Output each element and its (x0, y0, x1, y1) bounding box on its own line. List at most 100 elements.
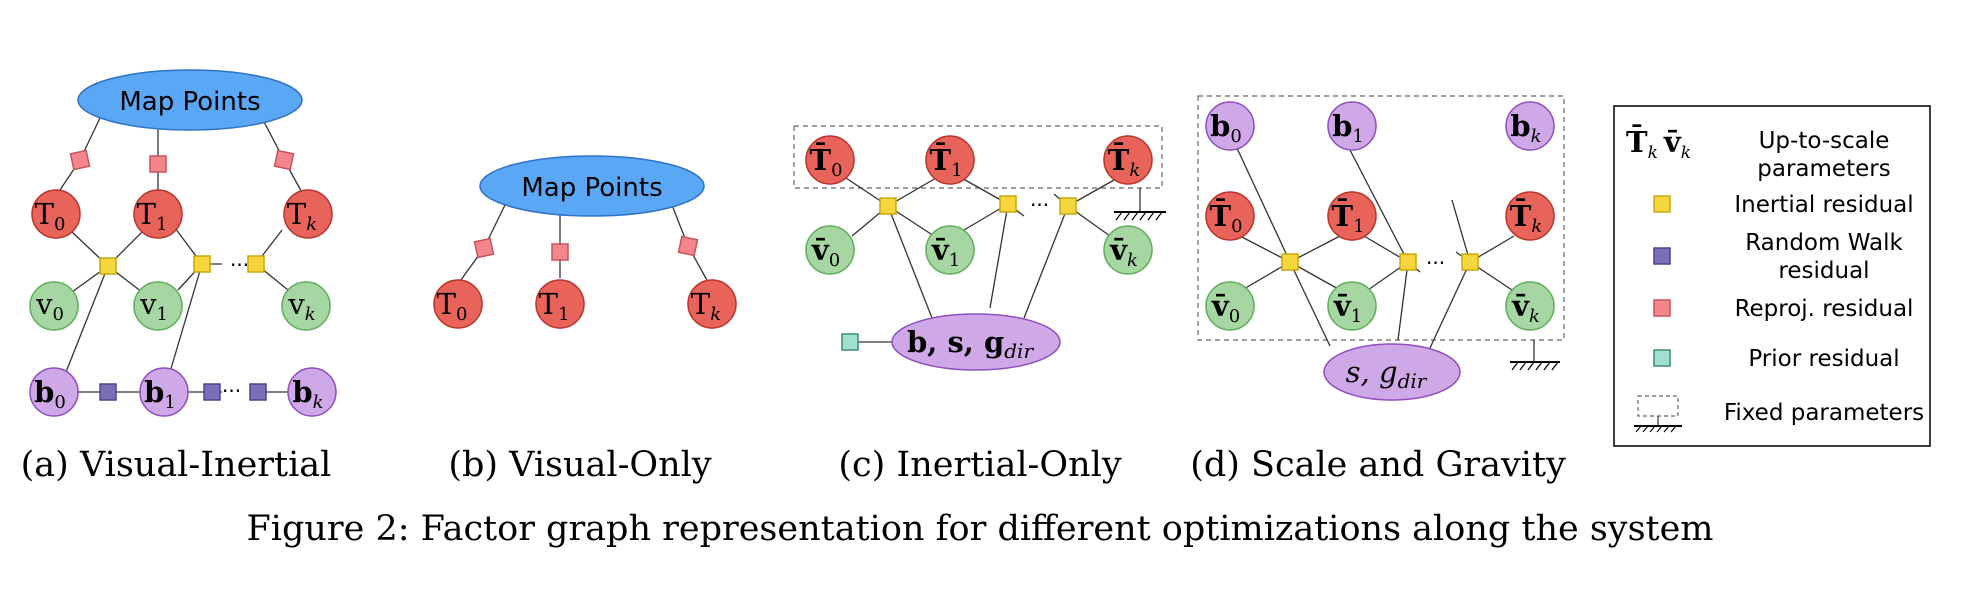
node-label: b1 (1332, 109, 1364, 147)
node-label: v̄1 (1333, 289, 1362, 327)
legend-label: Fixed parameters (1724, 400, 1924, 426)
fixed-parameters-box (1197, 95, 1565, 341)
pose-node-t1 (133, 189, 183, 239)
node-label: v̄1 (931, 233, 960, 271)
node-label: v1 (139, 287, 168, 325)
pose-node-t0 (1205, 191, 1255, 241)
panel-caption: (a) Visual-Inertial (21, 445, 332, 485)
bias-node-b0 (1205, 101, 1255, 151)
panel-c-inertial-only: T̄0 T̄1 T̄k ··· v̄0 v̄1 v̄k b, s, gdir (… (793, 125, 1166, 485)
inertial-residual-factor (193, 255, 211, 273)
node-label: T̄0 (809, 142, 842, 181)
node-label: bk (1510, 109, 1541, 147)
inertial-residual-factor (1059, 197, 1077, 215)
legend-label: Prior residual (1748, 346, 1899, 372)
node-label: T0 (35, 197, 66, 235)
node-label: b1 (144, 375, 176, 413)
random-walk-residual-factor (99, 383, 117, 401)
pose-node-tk (1103, 135, 1153, 185)
legend-label: parameters (1757, 156, 1890, 182)
pose-node-t1 (1327, 191, 1377, 241)
scale-gravity-node (1323, 343, 1461, 401)
velocity-node-vk (1103, 225, 1153, 275)
map-points-label: Map Points (521, 173, 662, 203)
node-label: s, gdir (1346, 355, 1428, 393)
pose-node-t1 (535, 279, 585, 329)
pose-node-tk (283, 189, 333, 239)
panel-caption: (b) Visual-Only (448, 445, 712, 485)
random-walk-residual-factor (249, 383, 267, 401)
node-label: T̄k (1510, 198, 1543, 237)
ellipsis: ··· (230, 253, 249, 277)
node-label: Tk (691, 287, 721, 325)
node-label: Tk (287, 197, 317, 235)
node-label: v̄0 (1211, 289, 1240, 327)
velocity-node-v1 (925, 225, 975, 275)
node-label: v̄0 (811, 233, 840, 271)
inertial-residual-factor (1399, 253, 1417, 271)
node-label: T1 (539, 287, 570, 325)
panel-b-visual-only: Map Points T0 T1 Tk (b) Visual-Only (433, 155, 737, 485)
pose-node-tk (687, 279, 737, 329)
prior-residual-factor (841, 333, 859, 351)
bias-node-b1 (139, 367, 189, 417)
panel-d-scale-gravity: b0 b1 bk T̄0 T̄1 T̄k ··· v̄0 v̄1 v̄k s, … (1190, 95, 1566, 485)
map-points-label: Map Points (119, 87, 260, 117)
bias-scale-gravity-node (891, 313, 1061, 371)
inertial-residual-factor (1281, 253, 1299, 271)
node-label: T̄0 (1209, 198, 1242, 237)
velocity-node-vk (1505, 281, 1555, 331)
reproj-residual-factor (69, 149, 91, 171)
panel-a-visual-inertial: Map Points T0 T1 Tk ··· v0 v1 vk b0 b1 ·… (21, 69, 337, 485)
node-label: v0 (35, 287, 64, 325)
velocity-node-v0 (29, 281, 79, 331)
legend-reproj-swatch (1653, 299, 1671, 317)
reproj-residual-factor (551, 243, 569, 261)
ellipsis: ··· (1030, 193, 1049, 217)
reproj-residual-factor (149, 155, 167, 173)
velocity-node-v0 (805, 225, 855, 275)
velocity-node-v1 (133, 281, 183, 331)
figure-caption: Figure 2: Factor graph representation fo… (247, 509, 1714, 549)
map-points-node (77, 69, 303, 131)
pose-node-t0 (433, 279, 483, 329)
inertial-residual-factor (999, 195, 1017, 213)
pose-node-t1 (925, 135, 975, 185)
pose-node-t0 (805, 135, 855, 185)
pose-node-t0 (31, 189, 81, 239)
legend-param-symbols: T̄k v̄k (1626, 124, 1691, 163)
node-label: v̄k (1511, 289, 1540, 327)
legend-prior-swatch (1653, 349, 1671, 367)
bias-node-bk (1505, 101, 1555, 151)
node-label: b, s, gdir (907, 325, 1034, 363)
legend: T̄k v̄k Up-to-scale parameters Inertial r… (1613, 105, 1931, 447)
random-walk-residual-factor (203, 383, 221, 401)
legend-label: Random Walk (1745, 230, 1903, 256)
inertial-residual-factor (1461, 253, 1479, 271)
reproj-residual-factor (677, 235, 699, 257)
inertial-residual-factor (99, 257, 117, 275)
reproj-residual-factor (273, 149, 295, 171)
legend-label: Up-to-scale (1759, 128, 1890, 154)
legend-label: residual (1778, 258, 1869, 284)
inertial-residual-factor (879, 197, 897, 215)
legend-inertial-swatch (1653, 195, 1671, 213)
legend-label: Inertial residual (1734, 192, 1913, 218)
node-label: v̄k (1109, 233, 1138, 271)
ellipsis: ··· (222, 379, 241, 403)
velocity-node-v1 (1327, 281, 1377, 331)
bias-node-bk (287, 367, 337, 417)
panel-caption: (d) Scale and Gravity (1190, 445, 1566, 485)
node-label: bk (292, 375, 323, 413)
legend-random-walk-swatch (1653, 247, 1671, 265)
legend-label: Reproj. residual (1735, 296, 1914, 322)
bias-node-b0 (29, 367, 79, 417)
inertial-residual-factor (247, 255, 265, 273)
ellipsis: ··· (1426, 251, 1445, 275)
node-label: T1 (137, 197, 168, 235)
node-label: b0 (34, 375, 66, 413)
reproj-residual-factor (473, 237, 495, 259)
legend-box (1613, 105, 1931, 447)
velocity-node-v0 (1205, 281, 1255, 331)
